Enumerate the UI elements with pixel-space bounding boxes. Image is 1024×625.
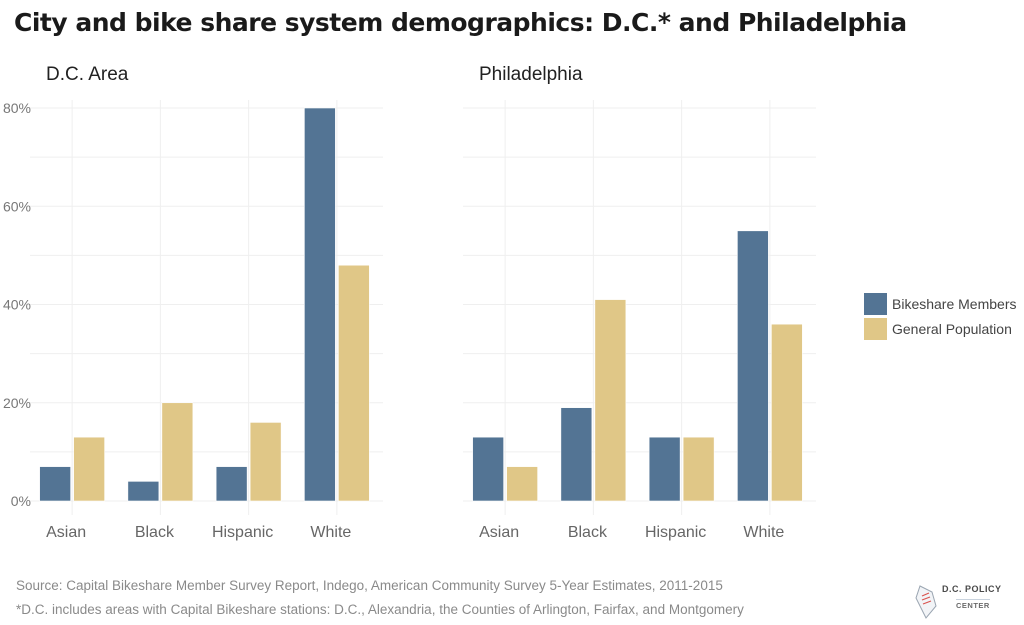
- bar-bikeshare-members: [127, 481, 160, 502]
- bar-general-population: [594, 299, 627, 502]
- legend-label: Bikeshare Members: [892, 296, 1017, 312]
- bar-general-population: [249, 422, 282, 502]
- y-tick-label: 80%: [3, 100, 31, 116]
- y-tick-label: 20%: [3, 395, 31, 411]
- bar-general-population: [161, 402, 194, 502]
- x-tick-label: Asian: [46, 524, 86, 541]
- legend-swatch-population: [864, 318, 887, 340]
- x-tick-label: White: [743, 524, 784, 541]
- dc-policy-center-logo: D.C. POLICY CENTER: [912, 582, 1022, 622]
- bar-bikeshare-members: [737, 230, 769, 502]
- bar-bikeshare-members: [472, 436, 504, 502]
- y-tick-label: 40%: [3, 297, 31, 313]
- x-tick-label: Hispanic: [212, 524, 273, 541]
- x-tick-label: Black: [568, 524, 608, 541]
- bar-bikeshare-members: [215, 466, 248, 502]
- x-tick-label: Asian: [479, 524, 519, 541]
- chart-title: City and bike share system demographics:…: [14, 8, 907, 37]
- bar-bikeshare-members: [304, 107, 336, 502]
- bar-general-population: [338, 264, 370, 502]
- panel-title: D.C. Area: [46, 64, 129, 85]
- bar-bikeshare-members: [648, 436, 681, 502]
- bar-general-population: [506, 466, 538, 502]
- footnote: *D.C. includes areas with Capital Bikesh…: [16, 602, 744, 617]
- x-tick-label: White: [310, 524, 351, 541]
- y-tick-label: 60%: [3, 198, 31, 214]
- bar-bikeshare-members: [39, 466, 71, 502]
- bar-bikeshare-members: [560, 407, 593, 502]
- x-tick-label: Black: [135, 524, 175, 541]
- legend-label: General Population: [892, 321, 1012, 337]
- bar-general-population: [73, 436, 105, 502]
- x-tick-label: Hispanic: [645, 524, 706, 541]
- logo-text-line1: D.C. POLICY: [942, 584, 1002, 594]
- logo-text-line2: CENTER: [956, 599, 990, 610]
- source-note: Source: Capital Bikeshare Member Survey …: [16, 578, 723, 593]
- y-tick-label: 0%: [11, 493, 31, 509]
- bar-general-population: [682, 436, 715, 502]
- bar-general-population: [771, 323, 803, 502]
- panel-title: Philadelphia: [479, 64, 583, 85]
- map-logo-icon: [915, 585, 937, 619]
- legend-swatch-members: [864, 293, 887, 315]
